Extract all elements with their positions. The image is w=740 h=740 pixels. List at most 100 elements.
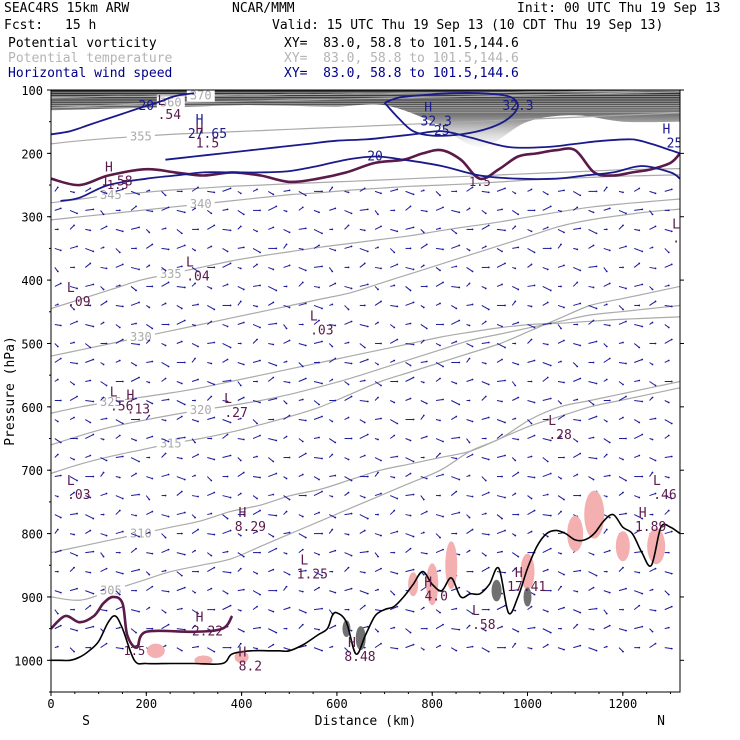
theta-contour-315 [51,285,680,474]
theta-label-320: 320 [190,403,212,417]
fcst-value: 15 h [65,18,97,33]
field-xy-wind: XY= 83.0, 58.8 to 101.5,144.6 [284,66,519,81]
wind-vector [481,190,489,193]
extremum-H: H [348,636,356,651]
wind-vector [252,419,258,424]
wind-vector-head [458,211,461,214]
wind-vector [100,643,107,649]
wind-vector-head [517,555,520,558]
center-title: NCAR/MMM [232,1,295,16]
wind-vector-head [183,319,186,322]
wind-vector [390,228,398,232]
wind-vector-head [595,190,598,193]
wind-vector [573,378,581,382]
wind-vector-head [301,323,304,326]
wind-vector-head [138,418,140,421]
wind-vector [435,399,444,402]
wind-vector [359,208,368,211]
wind-vector-head [56,495,59,498]
wind-vector-head [625,629,627,632]
stratosphere-shading [51,90,680,147]
wind-vector [451,305,457,309]
pink-shading [584,490,605,539]
wind-vector-head [275,514,278,517]
wind-vector-head [487,491,490,494]
wind-vector-head [439,377,441,380]
wind-vector-head [546,643,549,646]
wind-vector-head [350,395,353,398]
wind-vector-head [151,435,154,438]
wind-vector-head [595,307,598,310]
wind-vector-head [73,458,75,461]
wind-vector-head [275,397,278,400]
wind-vector [313,265,323,268]
wind-vector [176,244,185,249]
wind-vector-head [229,229,232,232]
wind-vector [649,568,656,573]
wind-vector-head [514,567,517,570]
wind-vector-head [73,416,75,419]
wind-vector-head [334,249,337,252]
wind-vector [100,609,107,612]
wind-vector-head [350,512,353,515]
wind-vector-head [576,206,579,209]
wind-vector-head [654,417,657,420]
wind-vector [54,247,61,251]
wind-vector-head [92,283,95,286]
wind-vector-head [239,567,242,570]
wind-vector [496,419,506,423]
wind-vector-head [366,400,369,403]
wind-vector-head [380,225,382,228]
wind-vector-head [256,380,258,383]
wind-vector-head [180,232,183,235]
wind-vector [359,187,366,192]
wind-vector-head [331,528,334,531]
wind-vector-head [197,228,199,231]
wind-vector-head [183,244,186,247]
wind-vector-head [487,650,490,653]
wind-vector-head [363,529,366,532]
wind-vector-head [213,491,216,494]
wind-vector [512,321,519,325]
wind-vector-head [321,574,323,577]
wind-vector-head [670,305,673,308]
wind-vector-head [560,627,562,630]
wind-vector [176,400,186,405]
theta-label-bg [156,94,185,109]
wind-vector-head [504,604,506,607]
wind-vector-head [579,302,582,305]
wind-vector-head [226,517,229,520]
wind-vector-head [210,437,213,440]
wind-vector-head [651,246,654,249]
wind-vector [390,571,398,575]
wind-vector [512,246,519,249]
wind-vector-head [89,454,92,457]
endpoint-right-label: N [657,714,665,729]
wind-vector-head [533,251,536,254]
wind-vector-head [533,476,536,479]
wind-vector [268,285,277,291]
wind-vector-head [256,605,258,608]
wind-vector-head [641,283,644,286]
wind-vector-head [151,210,154,213]
wind-vector-head [560,360,562,363]
wind-vector [268,398,277,401]
wind-vector [268,473,277,478]
wind-vector [359,434,369,439]
wind-vector [222,343,231,348]
wind-vector [130,362,137,366]
wind-vector [481,305,490,310]
wind-vector [618,513,627,516]
wind-vector-head [504,229,506,232]
wind-vector-head [304,194,307,197]
wind-vector [618,567,624,572]
wind-vector [588,381,597,384]
extremum-L: L [653,474,661,489]
wind-vector-head [105,300,108,303]
wind-vector-head [167,440,170,443]
wind-vector-head [226,358,229,361]
wind-vector-head [468,207,471,210]
wind-vector-head [549,439,552,442]
wind-vector [283,228,290,233]
wind-vector-head [409,205,412,208]
